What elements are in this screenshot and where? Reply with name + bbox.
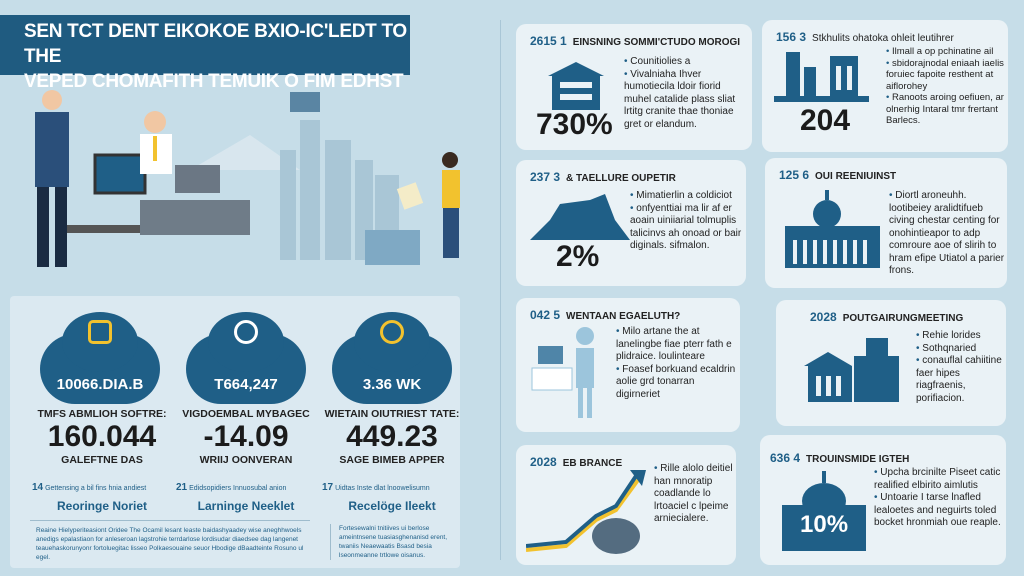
briefcase-icon	[234, 320, 258, 344]
info-card-3: 237 3& TAELLURE OUPETIR 2% Mimatierlin a…	[516, 160, 746, 286]
robot-icon	[531, 327, 594, 418]
growth-arrow-icon	[526, 470, 646, 554]
government-building-icon	[804, 338, 899, 402]
globe-icon	[380, 320, 404, 344]
stat-3: WIETAIN OIUTRIEST TATE: 449.23 SAGE BIMEB …	[324, 408, 460, 466]
stat-cloud-3: 3.36 WK	[332, 312, 452, 404]
office-city-illustration	[0, 80, 500, 285]
skyline-icon	[774, 52, 869, 102]
info-card-2: 156 3 Stkhulits ohatoka ohleit leutihrer …	[762, 20, 1008, 152]
stat-1: TMFS ABMLIOH SOFTRE: 160.044 GALEFTNE DAS	[37, 408, 167, 466]
title-line-1: SEN TCT DENT EIKOKOE BXIO-IC'LEDT TO THE	[24, 21, 407, 67]
document-icon	[88, 320, 112, 344]
castle-icon	[530, 194, 630, 240]
domed-building-icon	[782, 471, 866, 551]
paragraph-left: Reaine Hielyperiteasiont Oridee The Ocam…	[36, 527, 304, 561]
stat-cloud-1: 10066.DIA.B	[40, 312, 160, 404]
paragraph-right: Fortesewalni tnitiives ui berlose ameint…	[330, 524, 450, 560]
title-line-2: VEPED CHOMAFITH TEMUIK O FIM EDHST	[24, 71, 404, 92]
rank-3: 17 Uidtas Inste dlat lnoowelisumn Recelög…	[322, 482, 436, 513]
divider-vertical	[500, 20, 501, 560]
rank-2: 21 Edidsopidiers Innuosubal anion Larning…	[176, 482, 295, 513]
rank-1: 14 Gettensing a bil fins hnia andiest Reo…	[32, 482, 147, 513]
stats-panel: 10066.DIA.B T664,247 3.36 WK TMFS ABMLIO…	[10, 296, 460, 568]
capitol-icon	[785, 190, 880, 268]
stat-cloud-2: T664,247	[186, 312, 306, 404]
title-banner: SEN TCT DENT EIKOKOE BXIO-IC'LEDT TO THE…	[0, 15, 410, 92]
stat-2: VIGDOEMBAL MYBAGEC -14.09 WRIIJ OONVERAN	[182, 408, 310, 466]
building-icon	[548, 62, 604, 110]
divider	[30, 520, 310, 521]
